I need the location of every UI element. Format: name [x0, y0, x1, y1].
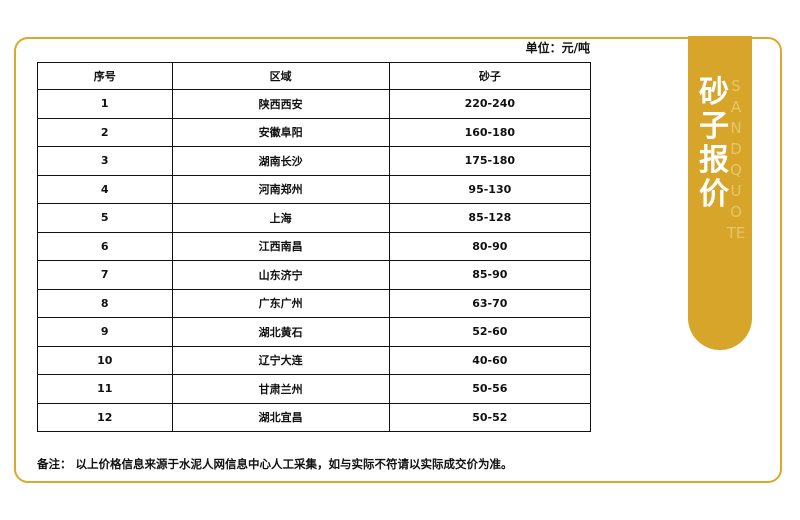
table-row: 10 辽宁大连 40-60 [37, 345, 592, 375]
table-row: 8 广东广州 63-70 [37, 288, 592, 318]
cell-region: 辽宁大连 [171, 345, 390, 375]
header-region: 区域 [171, 62, 390, 90]
banner-watermark: SANDQUOTE [726, 77, 746, 242]
cell-region: 河南郑州 [171, 174, 390, 204]
table-row: 7 山东济宁 85-90 [37, 260, 592, 290]
cell-index: 11 [37, 374, 173, 404]
cell-index: 3 [37, 146, 173, 176]
cell-index: 4 [37, 174, 173, 204]
cell-region: 上海 [171, 203, 390, 233]
cell-index: 2 [37, 117, 173, 147]
cell-region: 甘肃兰州 [171, 374, 390, 404]
cell-index: 10 [37, 345, 173, 375]
cell-price: 220-240 [388, 89, 592, 119]
header-sand: 砂子 [388, 62, 592, 90]
table-row: 4 河南郑州 95-130 [37, 174, 592, 204]
cell-price: 50-56 [388, 374, 592, 404]
cell-region: 湖北宜昌 [171, 402, 390, 432]
table-row: 11 甘肃兰州 50-56 [37, 374, 592, 404]
cell-region: 安徽阜阳 [171, 117, 390, 147]
header-index: 序号 [37, 62, 173, 90]
cell-index: 1 [37, 89, 173, 119]
table-row: 9 湖北黄石 52-60 [37, 317, 592, 347]
cell-index: 9 [37, 317, 173, 347]
content-frame [14, 37, 782, 483]
cell-index: 12 [37, 402, 173, 432]
cell-price: 85-128 [388, 203, 592, 233]
table-row: 2 安徽阜阳 160-180 [37, 117, 592, 147]
table-row: 6 江西南昌 80-90 [37, 231, 592, 261]
cell-region: 江西南昌 [171, 231, 390, 261]
title-banner: SANDQUOTE 砂子报价 [688, 36, 752, 350]
table-row: 12 湖北宜昌 50-52 [37, 402, 592, 432]
cell-price: 175-180 [388, 146, 592, 176]
cell-region: 陕西西安 [171, 89, 390, 119]
cell-price: 85-90 [388, 260, 592, 290]
table-header-row: 序号 区域 砂子 [37, 62, 592, 90]
cell-index: 7 [37, 260, 173, 290]
banner-title: 砂子报价 [699, 75, 729, 212]
cell-price: 40-60 [388, 345, 592, 375]
table-row: 3 湖南长沙 175-180 [37, 146, 592, 176]
cell-price: 80-90 [388, 231, 592, 261]
table-row: 5 上海 85-128 [37, 203, 592, 233]
cell-index: 5 [37, 203, 173, 233]
cell-index: 8 [37, 288, 173, 318]
table-row: 1 陕西西安 220-240 [37, 89, 592, 119]
footnote: 备注： 以上价格信息来源于水泥人网信息中心人工采集，如与实际不符请以实际成交价为… [37, 457, 513, 471]
cell-region: 山东济宁 [171, 260, 390, 290]
cell-price: 160-180 [388, 117, 592, 147]
cell-price: 52-60 [388, 317, 592, 347]
cell-price: 50-52 [388, 402, 592, 432]
cell-region: 湖北黄石 [171, 317, 390, 347]
unit-label: 单位：元/吨 [525, 41, 590, 55]
cell-region: 湖南长沙 [171, 146, 390, 176]
price-table: 序号 区域 砂子 1 陕西西安 220-240 2 安徽阜阳 160-180 3 湖南长沙 17… [37, 62, 592, 432]
cell-price: 63-70 [388, 288, 592, 318]
cell-price: 95-130 [388, 174, 592, 204]
cell-index: 6 [37, 231, 173, 261]
cell-region: 广东广州 [171, 288, 390, 318]
